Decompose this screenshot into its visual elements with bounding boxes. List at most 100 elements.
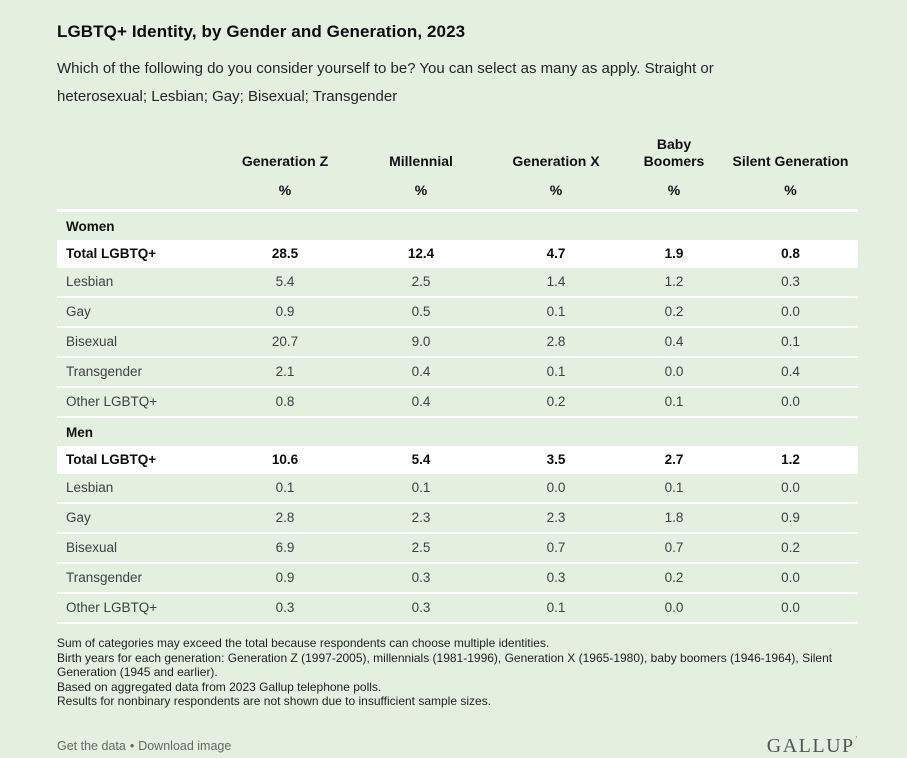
- column-header-baby-boomers: Baby Boomers: [643, 136, 705, 169]
- table-cell: 0.2: [487, 387, 625, 418]
- table-cell: 0.4: [625, 327, 723, 358]
- footnotes: Sum of categories may exceed the total b…: [57, 636, 858, 709]
- percent-symbol: %: [625, 173, 723, 212]
- table-cell: 0.9: [215, 297, 355, 328]
- column-header-millennial: Millennial: [389, 153, 453, 169]
- table-cell: 0.4: [355, 387, 487, 418]
- percent-symbol: %: [215, 173, 355, 212]
- percent-symbol: %: [487, 173, 625, 212]
- table-cell: 9.0: [355, 327, 487, 358]
- table-cell: 12.4: [407, 246, 435, 261]
- table-cell: 0.3: [355, 563, 487, 594]
- table-cell: 0.0: [723, 387, 858, 418]
- table-cell: 0.0: [723, 474, 858, 504]
- table-cell: 0.3: [355, 593, 487, 624]
- table-cell: 2.7: [664, 452, 684, 467]
- table-cell: 0.3: [487, 563, 625, 594]
- row-label: Other LGBTQ+: [57, 593, 215, 624]
- table-cell: 5.4: [215, 268, 355, 298]
- table-cell: 28.5: [271, 246, 299, 261]
- percent-unit-row: % % % % %: [57, 173, 858, 212]
- row-label: Other LGBTQ+: [57, 387, 215, 418]
- table-cell: 0.7: [625, 533, 723, 564]
- table-row-men-lesbian: Lesbian 0.1 0.1 0.0 0.1 0.0: [57, 474, 858, 504]
- table-cell: 0.0: [487, 474, 625, 504]
- table-cell: 0.1: [625, 387, 723, 418]
- table-cell: 0.1: [487, 357, 625, 388]
- row-label: Gay: [57, 503, 215, 534]
- gallup-logo: GALLUP’: [766, 734, 858, 757]
- percent-symbol: %: [723, 173, 858, 212]
- table-cell: 0.0: [625, 593, 723, 624]
- table-cell: 0.0: [723, 297, 858, 328]
- table-cell: 3.5: [546, 452, 566, 467]
- table-cell: 2.1: [215, 357, 355, 388]
- table-cell: 0.4: [355, 357, 487, 388]
- table-cell: 0.3: [723, 268, 858, 298]
- table-cell: 0.1: [625, 474, 723, 504]
- table-row-men-gay: Gay 2.8 2.3 2.3 1.8 0.9: [57, 503, 858, 534]
- table-cell: 0.5: [355, 297, 487, 328]
- table-cell: 0.0: [723, 593, 858, 624]
- table-cell: 0.1: [355, 474, 487, 504]
- table-cell: 10.6: [271, 452, 299, 467]
- table-cell: 0.8: [781, 246, 800, 261]
- table-cell: 5.4: [411, 452, 431, 467]
- table-row-women-total: Total LGBTQ+ 28.5 12.4 4.7 1.9 0.8: [57, 240, 858, 268]
- column-header-row: Generation Z Millennial Generation X Bab…: [57, 136, 858, 173]
- row-label: Bisexual: [57, 533, 215, 564]
- table-row-men-bisexual: Bisexual 6.9 2.5 0.7 0.7 0.2: [57, 533, 858, 564]
- page-title: LGBTQ+ Identity, by Gender and Generatio…: [57, 22, 466, 41]
- table-cell: 0.9: [215, 563, 355, 594]
- table-row-women-lesbian: Lesbian 5.4 2.5 1.4 1.2 0.3: [57, 268, 858, 298]
- table-cell: 0.2: [625, 563, 723, 594]
- table-cell: 2.3: [487, 503, 625, 534]
- section-header-women: Women: [66, 219, 115, 234]
- table-cell: 0.1: [487, 593, 625, 624]
- row-label: Gay: [57, 297, 215, 328]
- row-label: Total LGBTQ+: [66, 246, 157, 261]
- table-cell: 2.8: [215, 503, 355, 534]
- footnote: Based on aggregated data from 2023 Gallu…: [57, 679, 382, 694]
- percent-symbol: %: [355, 173, 487, 212]
- table-cell: 1.8: [625, 503, 723, 534]
- table-row-women-gay: Gay 0.9 0.5 0.1 0.2 0.0: [57, 297, 858, 328]
- footnote: Sum of categories may exceed the total b…: [57, 636, 550, 650]
- table-cell: 0.1: [215, 474, 355, 504]
- table-cell: 0.1: [723, 327, 858, 358]
- table-cell: 1.2: [625, 268, 723, 298]
- column-header-generation-x: Generation X: [512, 153, 600, 169]
- get-the-data-link[interactable]: Get the data: [57, 739, 126, 754]
- row-label-header: [57, 136, 215, 173]
- table-cell: 0.0: [625, 357, 723, 388]
- download-image-link[interactable]: Download image: [138, 739, 232, 754]
- table-cell: 2.8: [487, 327, 625, 358]
- row-label: Lesbian: [57, 474, 215, 504]
- row-label: Lesbian: [57, 268, 215, 298]
- table-row-men-total: Total LGBTQ+ 10.6 5.4 3.5 2.7 1.2: [57, 446, 858, 474]
- footnote: Results for nonbinary respondents are no…: [57, 694, 492, 709]
- table-cell: 2.3: [355, 503, 487, 534]
- row-label: Transgender: [57, 357, 215, 388]
- table-cell: 0.0: [723, 563, 858, 594]
- table-cell: 0.4: [723, 357, 858, 388]
- table-cell: 20.7: [215, 327, 355, 358]
- table-cell: 1.9: [664, 246, 684, 261]
- table-row-women-transgender: Transgender 2.1 0.4 0.1 0.0 0.4: [57, 357, 858, 388]
- table-cell: 0.7: [487, 533, 625, 564]
- table-cell: 0.8: [215, 387, 355, 418]
- row-label: Transgender: [57, 563, 215, 594]
- column-header-silent-generation: Silent Generation: [732, 153, 849, 169]
- section-header-men: Men: [66, 425, 93, 440]
- table-cell: 2.5: [355, 268, 487, 298]
- survey-question-subtitle: Which of the following do you consider y…: [57, 60, 714, 105]
- table-row-women-other: Other LGBTQ+ 0.8 0.4 0.2 0.1 0.0: [57, 387, 858, 418]
- table-cell: 0.9: [723, 503, 858, 534]
- table-cell: 0.2: [625, 297, 723, 328]
- table-cell: 4.7: [546, 246, 566, 261]
- table-cell: 0.2: [723, 533, 858, 564]
- footer-bar: Get the data • Download image GALLUP’: [57, 735, 858, 758]
- table-cell: 0.3: [215, 593, 355, 624]
- row-label: Bisexual: [57, 327, 215, 358]
